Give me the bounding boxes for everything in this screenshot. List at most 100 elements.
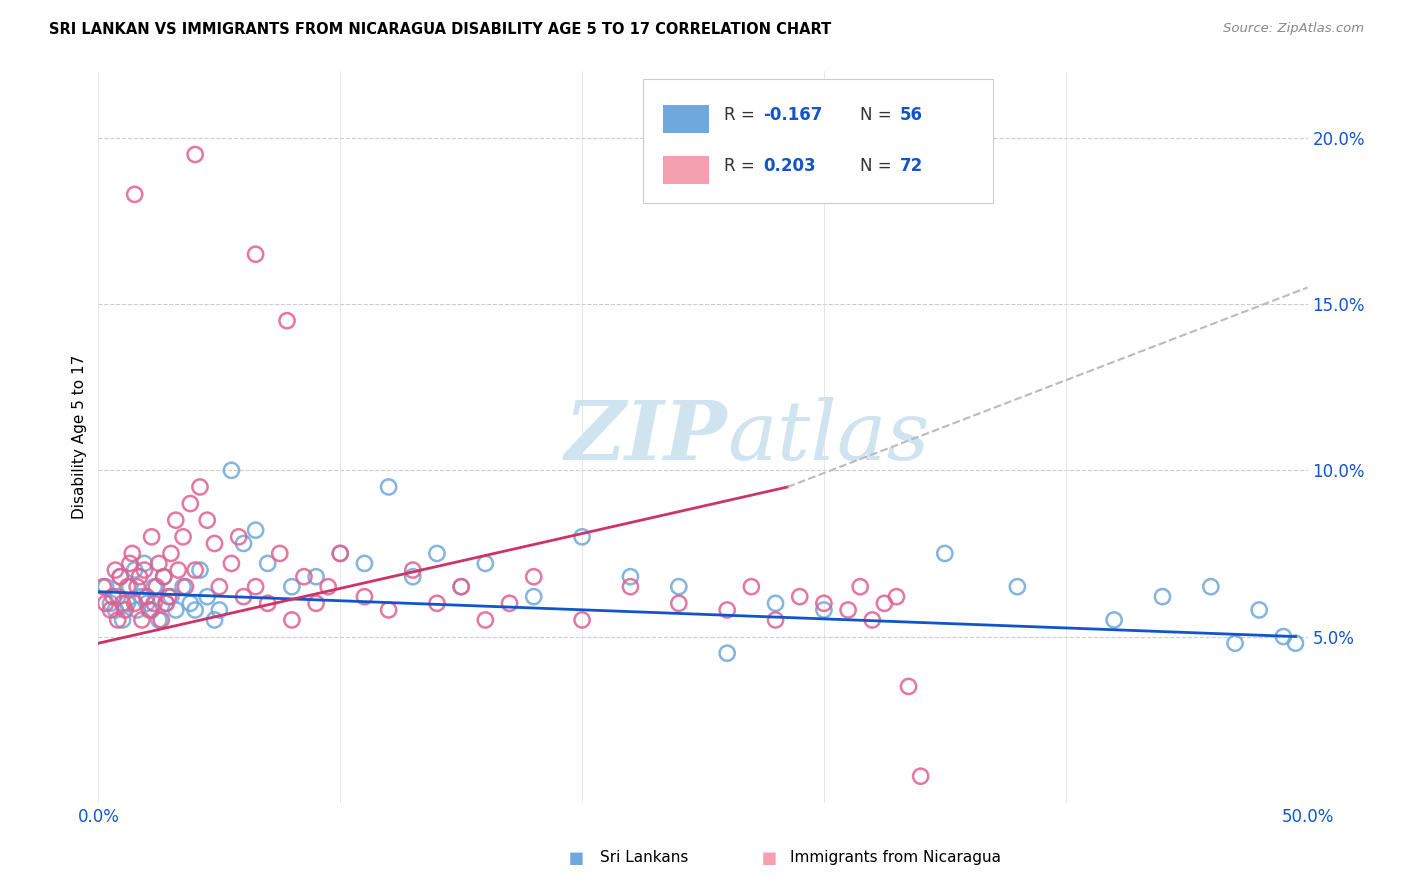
Point <box>1272 630 1295 644</box>
Point <box>184 603 207 617</box>
Point <box>1249 603 1271 617</box>
Point <box>450 580 472 594</box>
Point <box>910 769 932 783</box>
Text: ▪: ▪ <box>761 846 778 870</box>
Point <box>377 480 399 494</box>
Point <box>228 530 250 544</box>
Point <box>765 613 787 627</box>
Point <box>1102 613 1125 627</box>
Point <box>117 580 139 594</box>
Point <box>329 546 352 560</box>
Y-axis label: Disability Age 5 to 17: Disability Age 5 to 17 <box>72 355 87 519</box>
Point <box>117 596 139 610</box>
Text: 0.203: 0.203 <box>763 158 815 176</box>
FancyBboxPatch shape <box>664 104 709 133</box>
Point <box>208 580 231 594</box>
Point <box>353 557 375 571</box>
Text: N =: N = <box>860 158 897 176</box>
Point <box>245 523 267 537</box>
Point <box>94 580 117 594</box>
Point <box>873 596 896 610</box>
Point <box>619 580 641 594</box>
Point <box>148 557 170 571</box>
Point <box>813 603 835 617</box>
Point <box>849 580 872 594</box>
Point <box>619 570 641 584</box>
Point <box>134 563 156 577</box>
Point <box>221 463 243 477</box>
Point <box>886 590 908 604</box>
Point <box>134 557 156 571</box>
Point <box>172 580 194 594</box>
Point <box>127 603 149 617</box>
Point <box>668 580 690 594</box>
Point <box>118 557 141 571</box>
Point <box>402 563 425 577</box>
Point <box>104 603 127 617</box>
Point <box>571 530 593 544</box>
Point <box>135 590 157 604</box>
Point <box>184 147 207 161</box>
Point <box>131 590 153 604</box>
Point <box>141 530 163 544</box>
Point <box>281 613 304 627</box>
Point <box>934 546 956 560</box>
Text: R =: R = <box>724 106 759 124</box>
Point <box>329 546 352 560</box>
Text: SRI LANKAN VS IMMIGRANTS FROM NICARAGUA DISABILITY AGE 5 TO 17 CORRELATION CHART: SRI LANKAN VS IMMIGRANTS FROM NICARAGUA … <box>49 22 831 37</box>
Point <box>256 596 278 610</box>
Point <box>100 603 122 617</box>
FancyBboxPatch shape <box>643 78 993 203</box>
Point <box>1223 636 1246 650</box>
Point <box>167 563 190 577</box>
Point <box>523 590 546 604</box>
Point <box>155 596 177 610</box>
Point <box>668 596 690 610</box>
Point <box>155 596 177 610</box>
Point <box>138 603 160 617</box>
Point <box>188 563 211 577</box>
Point <box>148 613 170 627</box>
Point <box>305 596 328 610</box>
Point <box>152 570 174 584</box>
Point <box>143 596 166 610</box>
Point <box>474 613 496 627</box>
Point <box>107 590 129 604</box>
Point <box>498 596 520 610</box>
Point <box>316 580 339 594</box>
Point <box>127 580 149 594</box>
Point <box>221 557 243 571</box>
Point <box>184 563 207 577</box>
Point <box>124 187 146 202</box>
Point <box>114 603 136 617</box>
Point <box>716 603 738 617</box>
Point <box>245 580 267 594</box>
Point <box>1284 636 1306 650</box>
Text: R =: R = <box>724 158 759 176</box>
Text: atlas: atlas <box>727 397 929 477</box>
Text: 56: 56 <box>900 106 924 124</box>
Point <box>256 557 278 571</box>
Point <box>111 596 134 610</box>
Point <box>450 580 472 594</box>
Point <box>165 513 187 527</box>
Point <box>195 590 218 604</box>
Point <box>145 580 167 594</box>
Point <box>716 646 738 660</box>
FancyBboxPatch shape <box>664 156 709 184</box>
Point <box>897 680 920 694</box>
Point <box>402 570 425 584</box>
Point <box>474 557 496 571</box>
Point <box>837 603 859 617</box>
Point <box>789 590 811 604</box>
Text: Source: ZipAtlas.com: Source: ZipAtlas.com <box>1223 22 1364 36</box>
Point <box>426 546 449 560</box>
Point <box>108 570 131 584</box>
Point <box>353 590 375 604</box>
Point <box>1152 590 1174 604</box>
Point <box>281 580 304 594</box>
Point <box>426 596 449 610</box>
Point <box>813 596 835 610</box>
Point <box>232 590 254 604</box>
Point <box>143 580 166 594</box>
